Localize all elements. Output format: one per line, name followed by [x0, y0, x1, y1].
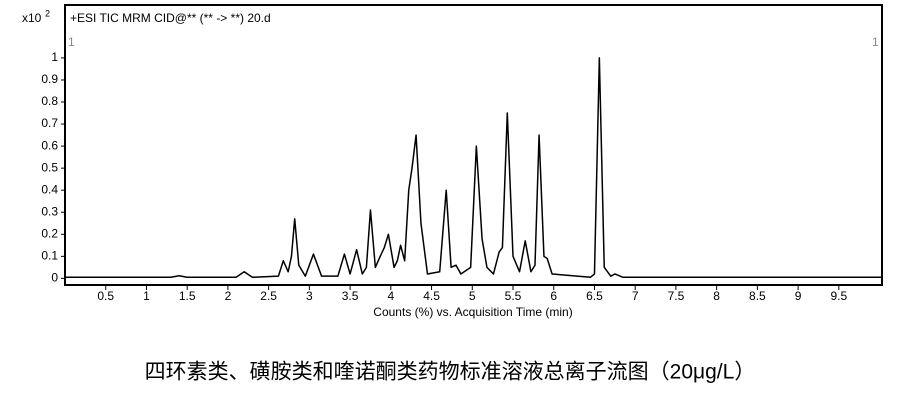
- segment-marker: 1: [68, 35, 75, 49]
- x-tick-label: 4.5: [423, 289, 440, 303]
- trace: [65, 57, 882, 279]
- x-tick-label: 5.5: [505, 289, 522, 303]
- chart-title: +ESI TIC MRM CID@** (** -> **) 20.d: [70, 11, 271, 25]
- x-tick-label: 8: [713, 289, 720, 303]
- x-tick-label: 6.5: [586, 289, 603, 303]
- x-tick-label: 7: [632, 289, 639, 303]
- y-scale-exponent: 2: [45, 8, 50, 18]
- x-tick-label: 8.5: [749, 289, 766, 303]
- x-tick-label: 9.5: [830, 289, 847, 303]
- x-tick-label: 1: [143, 289, 150, 303]
- x-tick-label: 3.5: [342, 289, 359, 303]
- x-tick-label: 9: [795, 289, 802, 303]
- caption: 四环素类、磺胺类和喹诺酮类药物标准溶液总离子流图（20μg/L）: [145, 361, 756, 384]
- x-tick-label: 2: [225, 289, 232, 303]
- y-tick-label: 0.6: [41, 138, 58, 152]
- x-tick-label: 7.5: [668, 289, 685, 303]
- x-tick-label: 5: [469, 289, 476, 303]
- y-tick-label: 0.7: [41, 116, 58, 130]
- plot-frame: [64, 4, 883, 286]
- x-tick-label: 6: [550, 289, 557, 303]
- y-tick-label: 0.1: [41, 249, 58, 263]
- y-tick-label: 0.8: [41, 94, 58, 108]
- y-scale-label: x10: [22, 11, 42, 25]
- y-tick-label: 1: [51, 50, 58, 64]
- x-tick-label: 3: [306, 289, 313, 303]
- y-tick-label: 0.5: [41, 160, 58, 174]
- x-tick-label: 0.5: [97, 289, 114, 303]
- y-tick-label: 0.9: [41, 72, 58, 86]
- y-tick-label: 0: [51, 271, 58, 285]
- x-tick-label: 2.5: [260, 289, 277, 303]
- y-tick-label: 0.4: [41, 182, 58, 196]
- y-tick-label: 0.2: [41, 226, 58, 240]
- x-tick-label: 4: [387, 289, 394, 303]
- y-tick-label: 0.3: [41, 204, 58, 218]
- segment-marker: 1: [872, 35, 879, 49]
- x-tick-label: 1.5: [179, 289, 196, 303]
- x-axis-label: Counts (%) vs. Acquisition Time (min): [373, 305, 572, 319]
